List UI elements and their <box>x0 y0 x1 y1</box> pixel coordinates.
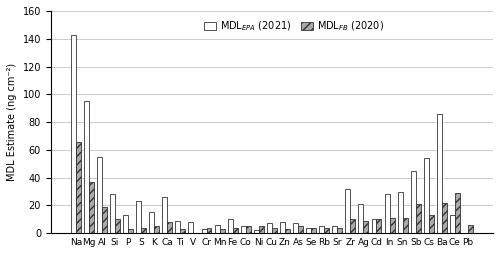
Bar <box>71 35 76 233</box>
Bar <box>376 219 382 233</box>
Bar <box>141 228 146 233</box>
Bar <box>390 218 394 233</box>
Bar <box>311 228 316 233</box>
Bar <box>324 228 329 233</box>
Bar <box>246 226 250 233</box>
Bar <box>162 197 168 233</box>
Bar <box>402 218 407 233</box>
Bar <box>267 224 272 233</box>
Bar <box>259 226 264 233</box>
Bar <box>346 189 350 233</box>
Bar <box>272 228 277 233</box>
Bar <box>280 222 285 233</box>
Bar <box>228 219 232 233</box>
Legend: MDL$_{EPA}$ (2021), MDL$_{FB}$ (2020): MDL$_{EPA}$ (2021), MDL$_{FB}$ (2020) <box>200 16 388 37</box>
Bar <box>168 222 172 233</box>
Bar <box>214 225 220 233</box>
Bar <box>128 229 133 233</box>
Bar <box>384 194 390 233</box>
Bar <box>358 204 364 233</box>
Bar <box>110 194 115 233</box>
Bar <box>285 229 290 233</box>
Bar <box>89 182 94 233</box>
Bar <box>398 192 402 233</box>
Bar <box>429 215 434 233</box>
Bar <box>154 226 159 233</box>
Bar <box>293 224 298 233</box>
Bar <box>232 228 237 233</box>
Bar <box>84 101 89 233</box>
Bar <box>455 193 460 233</box>
Bar <box>254 230 259 233</box>
Bar <box>306 228 311 233</box>
Bar <box>136 201 141 233</box>
Bar <box>220 229 224 233</box>
Bar <box>102 207 107 233</box>
Bar <box>241 226 246 233</box>
Bar <box>332 226 338 233</box>
Bar <box>188 222 194 233</box>
Bar <box>350 219 356 233</box>
Bar <box>416 204 420 233</box>
Bar <box>115 219 120 233</box>
Bar <box>338 228 342 233</box>
Bar <box>176 221 180 233</box>
Bar <box>410 171 416 233</box>
Bar <box>76 141 81 233</box>
Bar <box>424 158 429 233</box>
Y-axis label: MDL Estimate (ng cm⁻²): MDL Estimate (ng cm⁻²) <box>7 63 17 181</box>
Bar <box>437 114 442 233</box>
Bar <box>442 203 447 233</box>
Bar <box>180 229 186 233</box>
Bar <box>97 157 102 233</box>
Bar <box>364 221 368 233</box>
Bar <box>298 226 303 233</box>
Bar <box>123 215 128 233</box>
Bar <box>468 225 473 233</box>
Bar <box>450 215 455 233</box>
Bar <box>372 219 376 233</box>
Bar <box>150 212 154 233</box>
Bar <box>206 228 212 233</box>
Bar <box>202 229 206 233</box>
Bar <box>319 226 324 233</box>
